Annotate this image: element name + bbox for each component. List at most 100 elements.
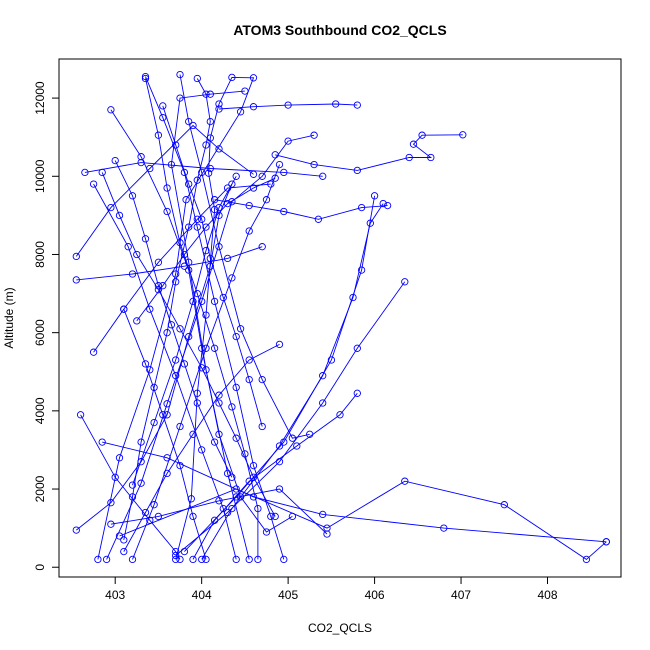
series-line — [76, 183, 233, 531]
data-point — [185, 117, 193, 126]
data-point — [172, 270, 180, 278]
data-point — [210, 196, 219, 204]
data-point — [418, 131, 426, 139]
data-point — [89, 180, 98, 188]
data-point — [172, 547, 180, 556]
series-line — [123, 78, 211, 540]
data-point — [401, 278, 409, 286]
data-point — [176, 94, 184, 102]
data-point — [319, 399, 327, 407]
data-series — [180, 192, 379, 556]
data-point — [193, 176, 201, 184]
data-series — [176, 70, 314, 442]
series-line — [123, 343, 280, 552]
data-point — [198, 344, 206, 352]
series-line — [132, 164, 280, 560]
data-point — [249, 473, 258, 481]
data-point — [202, 344, 210, 352]
data-series — [102, 131, 318, 564]
data-series — [133, 174, 279, 325]
series-layer — [72, 70, 610, 564]
series-line — [218, 103, 358, 110]
data-point — [185, 180, 193, 188]
data-point — [232, 383, 240, 392]
x-axis: 403 404 405 406 407 408 — [105, 576, 558, 602]
data-point — [383, 201, 392, 210]
data-point — [172, 555, 180, 564]
data-point — [228, 403, 236, 411]
data-point — [275, 485, 284, 493]
data-series — [120, 74, 214, 544]
data-point — [141, 360, 150, 368]
series-line — [136, 177, 276, 322]
data-point — [275, 458, 284, 466]
data-point — [128, 493, 137, 501]
data-point — [210, 205, 219, 214]
data-point — [115, 454, 124, 462]
series-line — [101, 172, 276, 517]
data-point — [323, 530, 331, 538]
data-point — [198, 555, 206, 564]
data-point — [215, 203, 223, 212]
data-point — [280, 555, 288, 564]
data-point — [271, 174, 279, 182]
data-point — [115, 211, 124, 220]
series-line — [75, 124, 254, 257]
data-point — [254, 555, 262, 564]
series-line — [145, 78, 259, 560]
data-point — [258, 243, 266, 251]
data-series — [172, 278, 409, 560]
data-point — [180, 360, 189, 368]
data-point — [111, 156, 119, 165]
data-point — [284, 101, 292, 109]
data-point — [72, 252, 80, 261]
data-point — [163, 207, 171, 216]
data-point — [202, 223, 210, 231]
data-series — [271, 131, 467, 175]
data-point — [124, 243, 132, 251]
data-point — [120, 547, 128, 556]
data-point — [210, 438, 219, 446]
data-series — [215, 100, 361, 113]
data-point — [185, 332, 193, 341]
series-line — [179, 74, 310, 439]
data-point — [228, 73, 236, 82]
data-point — [72, 526, 80, 534]
data-point — [232, 485, 240, 493]
series-line — [119, 480, 607, 560]
data-point — [249, 74, 258, 82]
data-point — [120, 305, 128, 313]
data-point — [206, 262, 214, 270]
x-tick-label: 403 — [105, 588, 125, 602]
data-point — [167, 321, 176, 329]
data-point — [107, 499, 115, 507]
data-point — [98, 438, 106, 446]
data-point — [228, 274, 236, 282]
y-tick-label: 0 — [33, 564, 47, 571]
data-point — [94, 555, 102, 564]
data-point — [314, 215, 323, 223]
data-point — [228, 473, 236, 481]
data-point — [245, 227, 253, 235]
data-point — [202, 246, 210, 255]
data-point — [137, 158, 145, 167]
data-point — [245, 201, 253, 210]
data-point — [163, 184, 171, 192]
data-point — [215, 430, 223, 438]
y-tick-label: 4000 — [33, 397, 47, 424]
data-point — [189, 297, 197, 306]
data-point — [154, 512, 163, 521]
data-point — [215, 391, 223, 399]
data-point — [193, 74, 201, 83]
series-line — [102, 441, 607, 543]
data-point — [137, 479, 145, 487]
data-point — [159, 411, 167, 419]
data-point — [336, 411, 344, 419]
data-point — [275, 340, 284, 349]
data-point — [141, 74, 150, 83]
chart-title: ATOM3 Southbound CO2_QCLS — [233, 22, 446, 38]
x-tick-label: 404 — [192, 588, 212, 602]
data-point — [258, 172, 266, 180]
data-point — [353, 344, 361, 352]
